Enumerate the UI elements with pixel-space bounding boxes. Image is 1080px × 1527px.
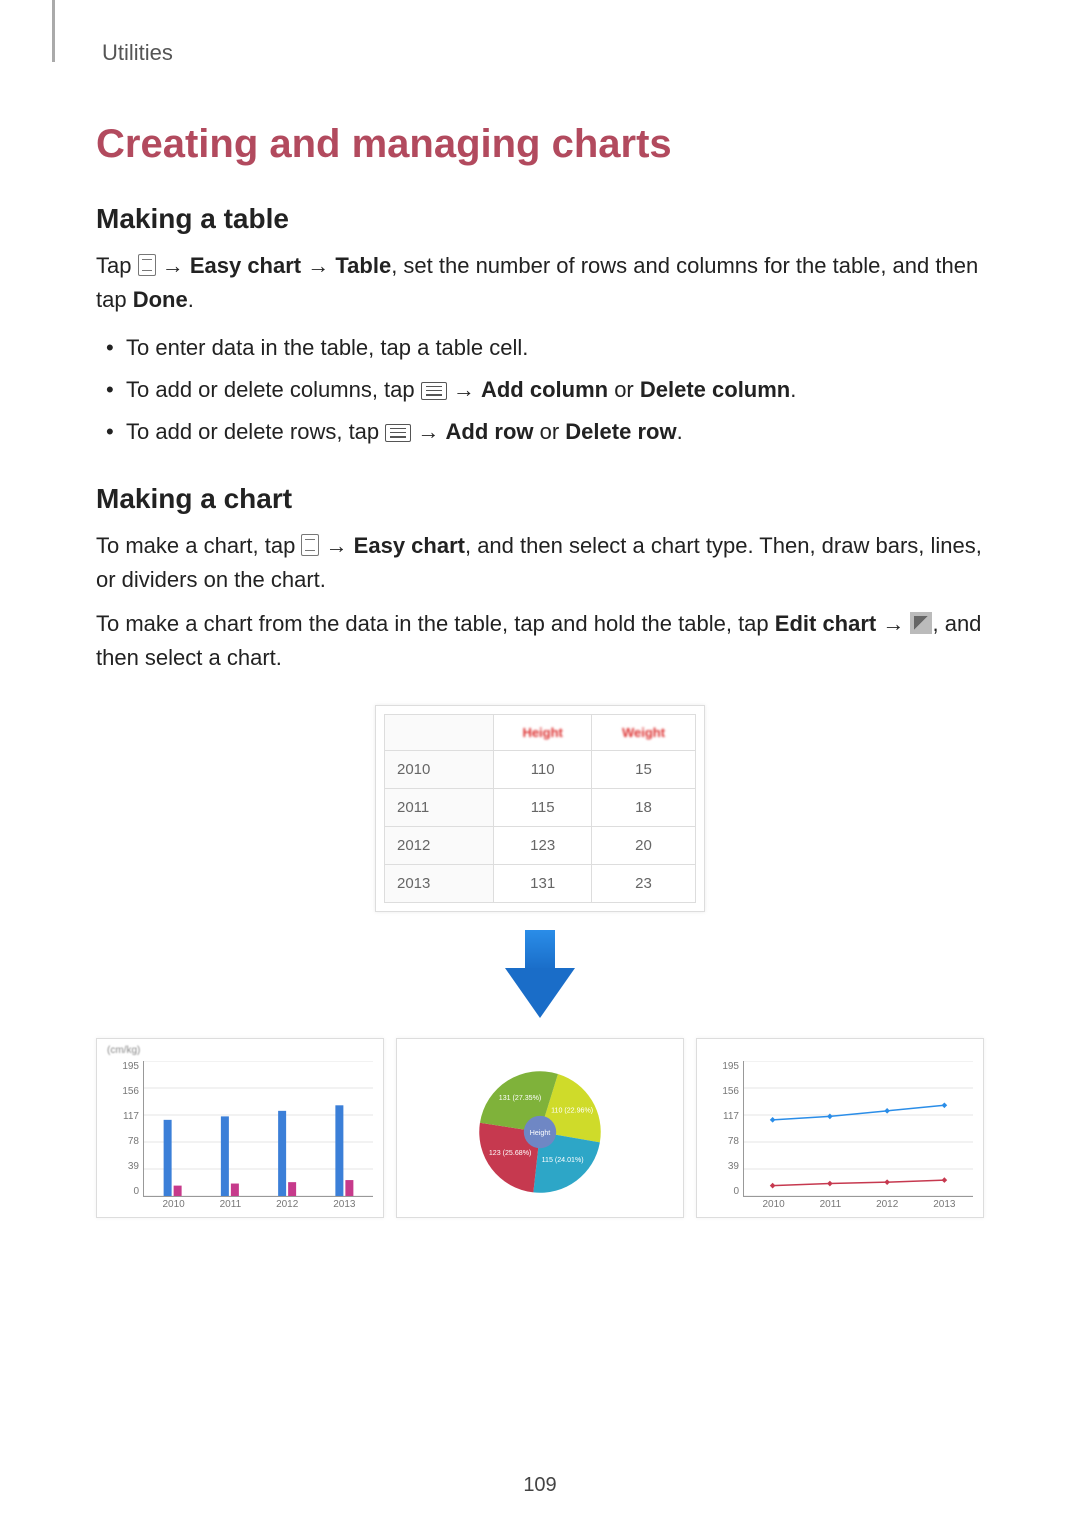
line-x-axis: 2010 2011 2012 2013 [745, 1199, 973, 1213]
chart-examples-row: (cm/kg) 195 156 117 78 39 0 2010 2011 20… [96, 1038, 984, 1218]
axis-unit-label: (cm/kg) [107, 1045, 140, 1056]
insert-icon [138, 254, 156, 276]
table-header-col2: Weight [592, 714, 696, 750]
page-title: Creating and managing charts [96, 122, 984, 167]
table-row: 2010 110 15 [385, 750, 696, 788]
line-chart-panel: 195 156 117 78 39 0 2010 2011 2012 2013 [696, 1038, 984, 1218]
svg-text:Height: Height [530, 1129, 550, 1137]
pencil-icon [910, 612, 932, 634]
bullet-rows: To add or delete rows, tap → Add row or … [126, 411, 984, 453]
bar-chart-panel: (cm/kg) 195 156 117 78 39 0 2010 2011 20… [96, 1038, 384, 1218]
table-header-col1: Height [494, 714, 592, 750]
intro-paragraph-1: Tap → Easy chart → Table, set the number… [96, 249, 984, 317]
chart-paragraph-2: To make a chart from the data in the tab… [96, 607, 984, 675]
section-making-chart: Making a chart [96, 483, 984, 515]
page-number: 109 [0, 1474, 1080, 1497]
section-making-table: Making a table [96, 203, 984, 235]
table-row: 2012 123 20 [385, 826, 696, 864]
svg-text:115 (24.01%): 115 (24.01%) [542, 1156, 584, 1164]
menu-icon [385, 424, 411, 442]
table-row: 2011 115 18 [385, 788, 696, 826]
table-row: 2013 131 23 [385, 864, 696, 902]
bullet-columns: To add or delete columns, tap → Add colu… [126, 369, 984, 411]
svg-text:123 (25.68%): 123 (25.68%) [489, 1149, 532, 1157]
svg-text:131 (27.35%): 131 (27.35%) [499, 1094, 541, 1102]
pie-chart-panel: 110 (22.96%) 115 (24.01%) 123 (25.68%) 131 … [396, 1038, 684, 1218]
bullet-enter-data: To enter data in the table, tap a table … [126, 327, 984, 369]
data-table: Height Weight 2010 110 15 2011 115 18 20… [375, 705, 705, 912]
bar-x-axis: 2010 2011 2012 2013 [145, 1199, 373, 1213]
chart-paragraph-1: To make a chart, tap → Easy chart, and t… [96, 529, 984, 597]
bar-y-axis: 195 156 117 78 39 0 [105, 1061, 139, 1197]
bullet-list-table: To enter data in the table, tap a table … [96, 327, 984, 452]
breadcrumb: Utilities [102, 40, 984, 66]
down-arrow-icon [505, 930, 575, 1020]
table-header-blank [385, 714, 494, 750]
svg-text:110 (22.96%): 110 (22.96%) [551, 1106, 593, 1114]
line-y-axis: 195 156 117 78 39 0 [705, 1061, 739, 1197]
insert-icon [301, 534, 319, 556]
menu-icon [421, 382, 447, 400]
